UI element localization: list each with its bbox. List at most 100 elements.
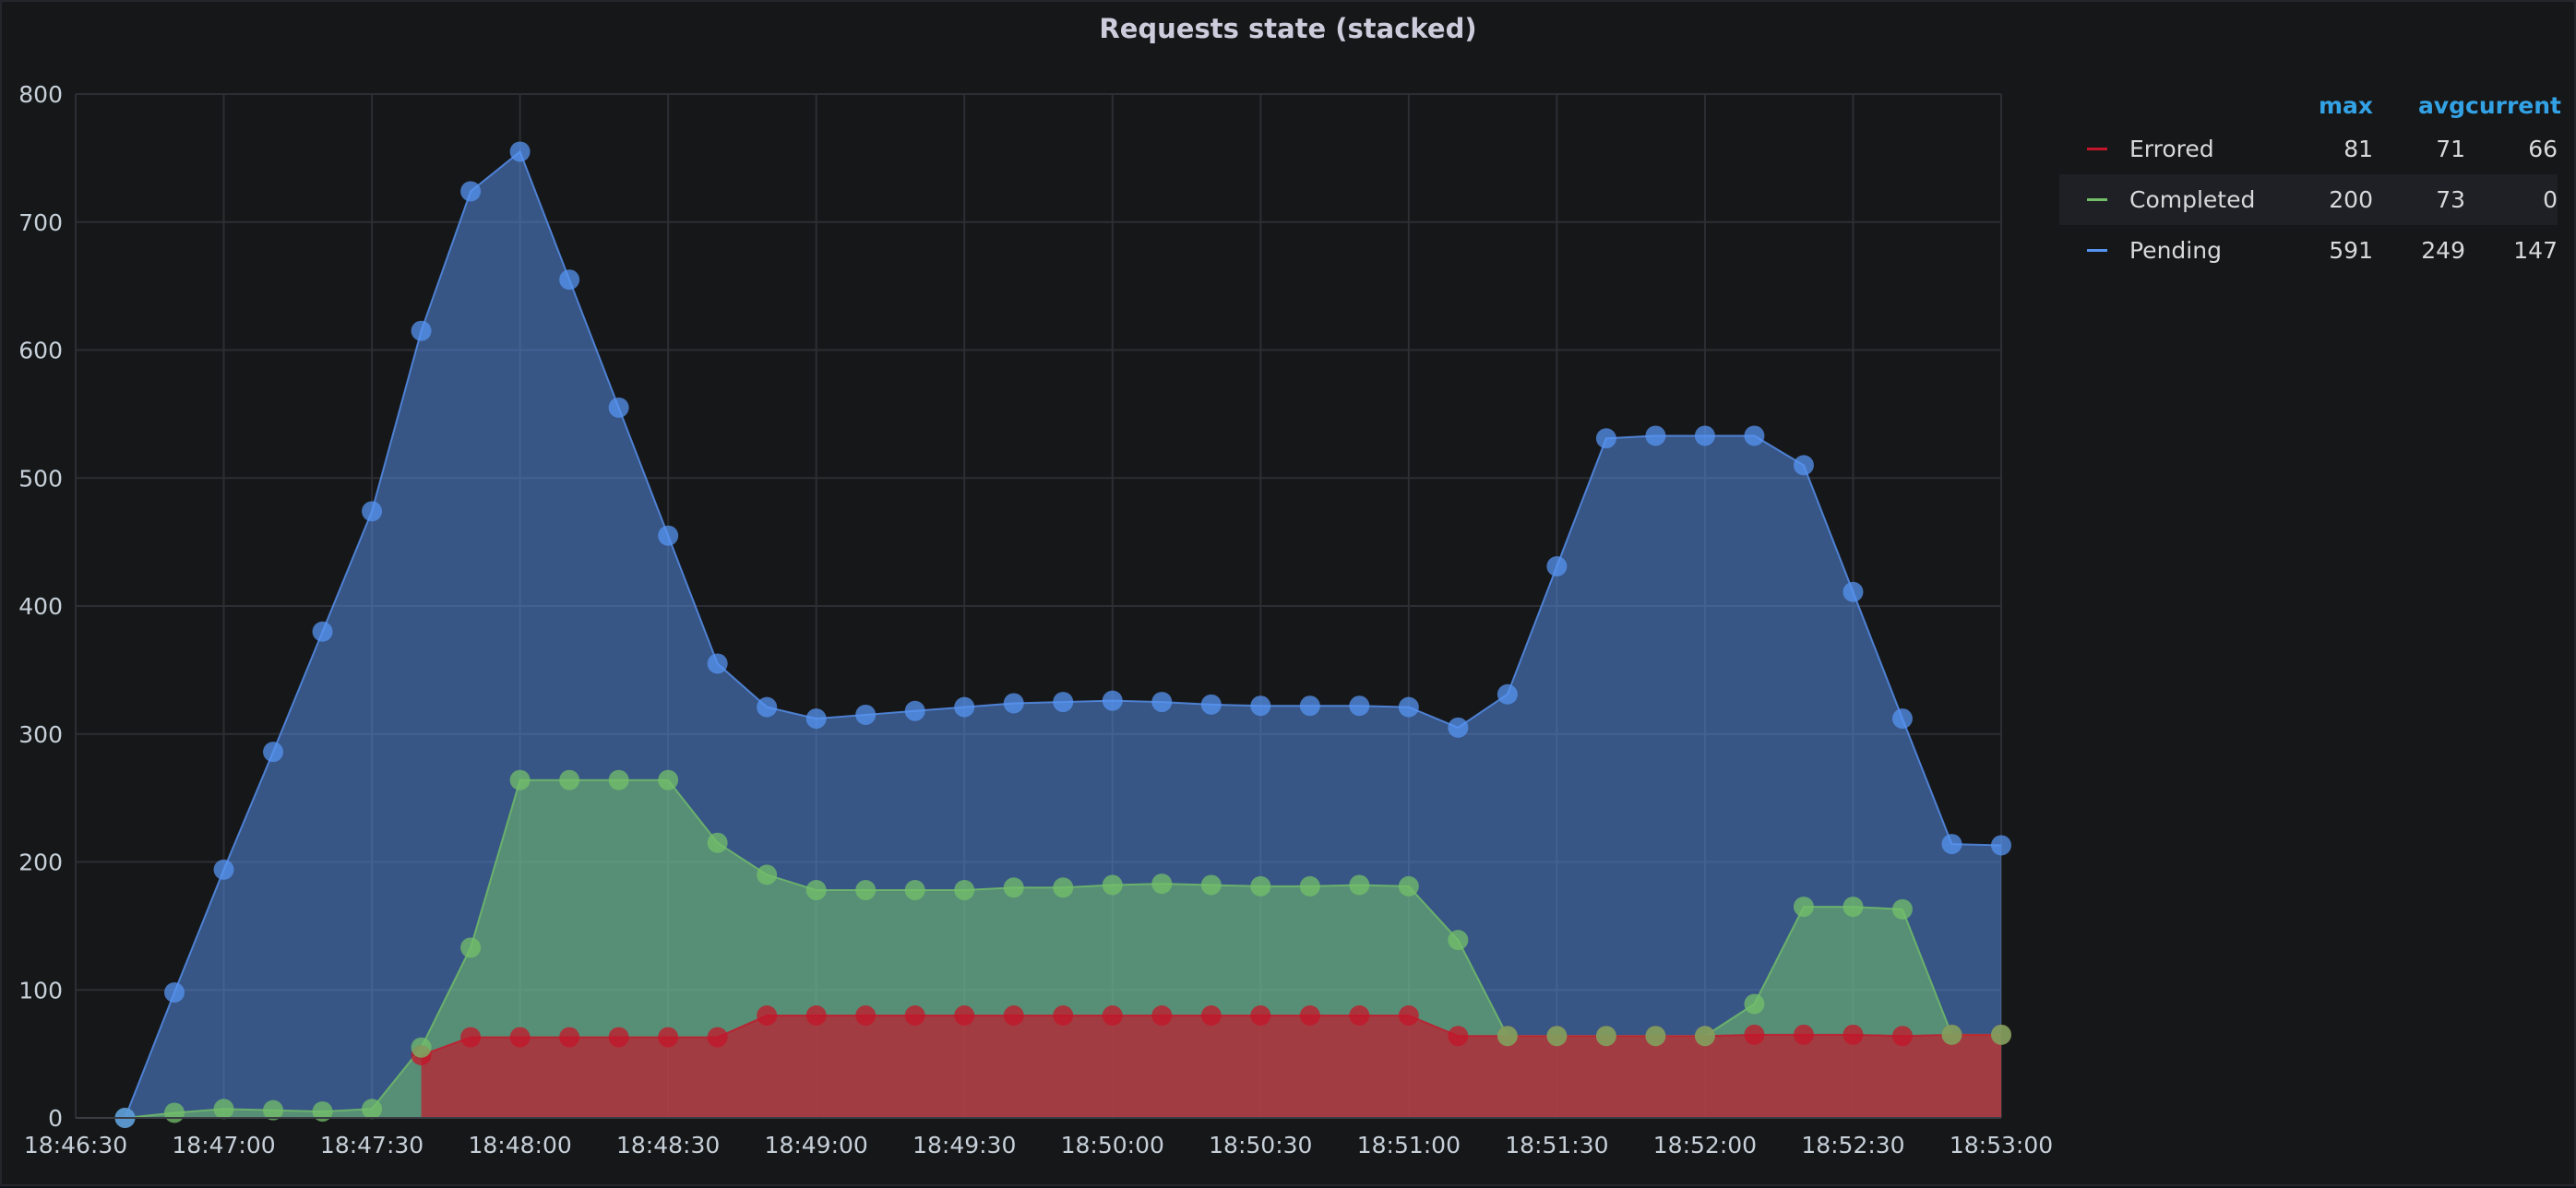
data-point-pending: [1991, 835, 2011, 856]
data-point-pending: [1003, 693, 1024, 714]
panel-title[interactable]: Requests state (stacked): [1099, 13, 1477, 44]
data-point-completed: [707, 832, 728, 853]
data-point-completed: [1299, 875, 1320, 897]
data-point-completed: [805, 880, 827, 901]
data-point-pending: [213, 859, 234, 880]
legend-header: max avg current: [2059, 87, 2561, 124]
legend-col-current[interactable]: current: [2465, 91, 2561, 119]
data-point-completed: [1546, 1026, 1568, 1047]
data-point-errored: [1003, 1005, 1024, 1026]
data-point-pending: [1497, 683, 1518, 705]
data-point-completed: [1694, 1026, 1715, 1047]
data-point-completed: [1102, 874, 1123, 896]
data-point-errored: [1250, 1005, 1271, 1026]
legend-value-max: 200: [2329, 186, 2373, 213]
data-point-pending: [658, 525, 679, 546]
x-tick-label: 18:48:00: [468, 1132, 571, 1158]
legend-col-avg[interactable]: avg: [2417, 91, 2465, 119]
data-point-errored: [608, 1027, 629, 1048]
legend-value-max: 591: [2329, 237, 2373, 264]
x-tick-label: 18:50:30: [1209, 1132, 1312, 1158]
data-point-completed: [509, 769, 531, 790]
data-point-pending: [1102, 690, 1123, 711]
y-tick-label: 300: [18, 721, 63, 748]
x-tick-label: 18:51:00: [1357, 1132, 1461, 1158]
data-point-pending: [1398, 696, 1419, 718]
data-point-errored: [1843, 1024, 1864, 1045]
data-point-pending: [1200, 694, 1222, 715]
data-point-pending: [904, 700, 925, 721]
legend-item-errored[interactable]: Errored 81 71 66: [2059, 124, 2558, 174]
x-tick-label: 18:52:30: [1801, 1132, 1904, 1158]
data-point-errored: [658, 1027, 679, 1048]
data-point-completed: [460, 937, 482, 958]
x-tick-label: 18:52:00: [1653, 1132, 1757, 1158]
legend-series-name[interactable]: Errored: [2129, 136, 2214, 162]
series-color-swatch[interactable]: [2087, 249, 2107, 252]
data-point-completed: [1448, 930, 1469, 951]
data-point-pending: [1694, 425, 1715, 446]
data-point-pending: [757, 696, 778, 718]
legend: max avg current Errored 81 71 66 Complet…: [2059, 87, 2561, 276]
data-point-pending: [1546, 555, 1568, 576]
data-point-pending: [707, 653, 728, 674]
data-point-pending: [1843, 581, 1864, 602]
legend-col-max[interactable]: max: [2318, 91, 2373, 119]
x-tick-label: 18:47:30: [320, 1132, 423, 1158]
data-point-completed: [1349, 874, 1370, 896]
y-tick-label: 0: [48, 1105, 63, 1132]
data-point-errored: [509, 1027, 531, 1048]
data-point-errored: [1448, 1026, 1469, 1047]
data-point-completed: [1941, 1024, 1962, 1045]
data-point-completed: [904, 880, 925, 901]
data-point-pending: [1595, 428, 1616, 449]
data-point-errored: [1200, 1005, 1222, 1026]
data-point-errored: [1102, 1005, 1123, 1026]
data-point-completed: [1991, 1024, 2011, 1045]
chart-plot: 0 100 200 300 400 500 600 700 800 18:46:30 18:47:0…: [18, 81, 2053, 1158]
data-point-pending: [855, 704, 877, 725]
data-point-pending: [362, 501, 383, 522]
data-point-completed: [658, 769, 679, 790]
series-area-completed: [125, 779, 2001, 1118]
data-point-errored: [1398, 1005, 1419, 1026]
data-point-completed: [1595, 1026, 1616, 1047]
legend-value-avg: 73: [2436, 186, 2465, 213]
legend-series-name[interactable]: Pending: [2129, 237, 2222, 264]
data-point-completed: [608, 769, 629, 790]
data-point-pending: [1250, 695, 1271, 717]
data-point-completed: [362, 1099, 383, 1120]
data-point-pending: [805, 708, 827, 730]
legend-value-current: 147: [2513, 237, 2558, 264]
data-point-completed: [312, 1101, 333, 1123]
data-point-errored: [1151, 1005, 1173, 1026]
data-point-errored: [855, 1005, 877, 1026]
legend-series-name[interactable]: Completed: [2129, 186, 2256, 213]
legend-value-avg: 71: [2436, 136, 2465, 162]
legend-value-current: 0: [2543, 186, 2558, 213]
x-tick-label: 18:49:30: [912, 1132, 1016, 1158]
data-point-completed: [1250, 875, 1271, 897]
data-point-errored: [1053, 1005, 1074, 1026]
data-point-completed: [954, 880, 975, 901]
data-point-completed: [213, 1099, 234, 1120]
data-point-completed: [1744, 993, 1765, 1015]
series-color-swatch[interactable]: [2087, 148, 2107, 150]
data-point-completed: [411, 1037, 432, 1058]
series-color-swatch[interactable]: [2087, 198, 2107, 201]
y-tick-label: 100: [18, 977, 63, 1004]
data-point-completed: [164, 1102, 185, 1123]
data-point-errored: [1793, 1024, 1814, 1045]
data-point-pending: [1299, 695, 1320, 717]
data-point-completed: [855, 880, 877, 901]
data-point-pending: [559, 269, 580, 291]
legend-item-pending[interactable]: Pending 591 249 147: [2059, 225, 2558, 276]
data-point-pending: [1053, 692, 1074, 713]
data-point-pending: [1151, 692, 1173, 713]
data-point-errored: [707, 1027, 728, 1048]
data-point-errored: [559, 1027, 580, 1048]
legend-item-completed[interactable]: Completed 200 73 0: [2059, 174, 2558, 225]
data-point-errored: [1744, 1024, 1765, 1045]
data-point-completed: [1843, 897, 1864, 918]
